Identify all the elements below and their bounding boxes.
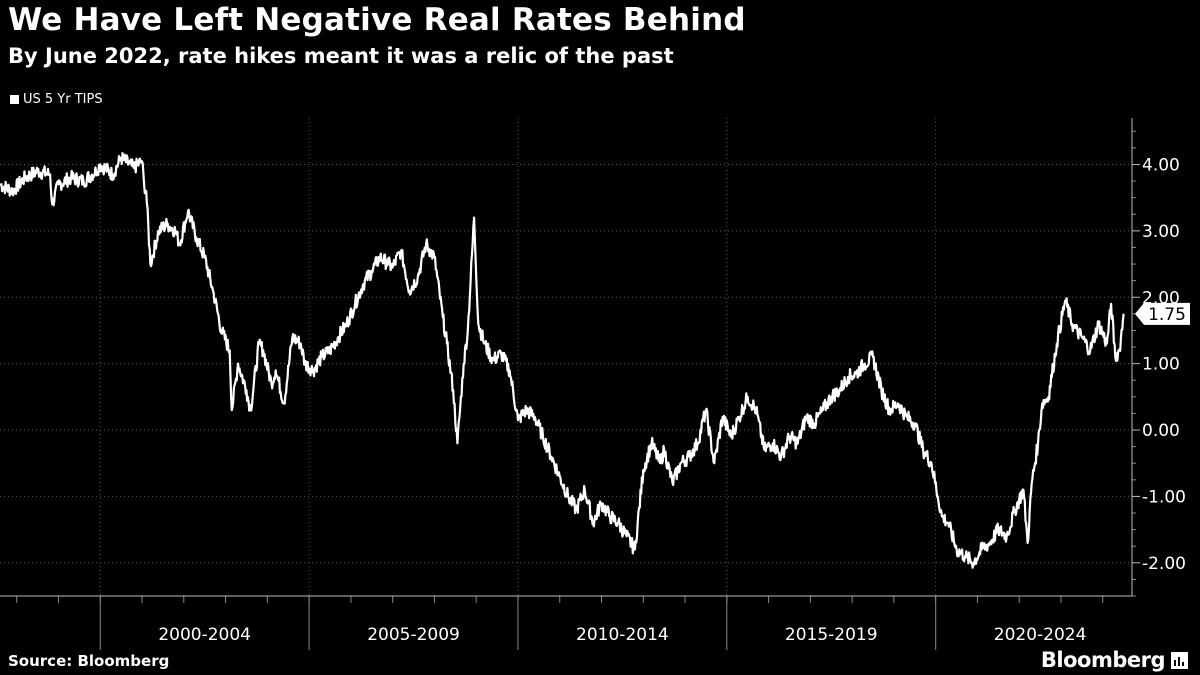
series-line bbox=[0, 152, 1125, 569]
x-tick-label: 2020-2024 bbox=[994, 625, 1087, 645]
brand-name: Bloomberg bbox=[1040, 648, 1166, 672]
legend-swatch bbox=[10, 95, 19, 104]
y-tick-label: 3.00 bbox=[1142, 222, 1180, 242]
x-tick-label: 2000-2004 bbox=[158, 625, 251, 645]
legend: US 5 Yr TIPS bbox=[10, 92, 103, 107]
legend-label: US 5 Yr TIPS bbox=[23, 92, 103, 107]
chart-title: We Have Left Negative Real Rates Behind bbox=[8, 2, 746, 38]
y-tick-label: 0.00 bbox=[1142, 421, 1180, 441]
x-tick-label: 2010-2014 bbox=[576, 625, 669, 645]
last-value-label: 1.75 bbox=[1148, 305, 1186, 325]
y-tick-label: -2.00 bbox=[1142, 554, 1186, 574]
bloomberg-logo: Bloomberg bbox=[1041, 648, 1188, 672]
source-note: Source: Bloomberg bbox=[8, 652, 170, 670]
x-tick-label: 2005-2009 bbox=[367, 625, 460, 645]
bloomberg-chart-icon bbox=[1171, 651, 1188, 669]
x-tick-label: 2015-2019 bbox=[785, 625, 878, 645]
y-tick-label: 4.00 bbox=[1142, 155, 1180, 175]
series-layer bbox=[0, 152, 1125, 569]
y-tick-label: 1.00 bbox=[1142, 355, 1180, 375]
chart-subtitle: By June 2022, rate hikes meant it was a … bbox=[8, 44, 674, 68]
axis-layer bbox=[0, 118, 1140, 650]
grid-layer bbox=[0, 118, 1132, 596]
last-value-marker bbox=[1135, 302, 1190, 325]
y-tick-label: -1.00 bbox=[1142, 487, 1186, 507]
